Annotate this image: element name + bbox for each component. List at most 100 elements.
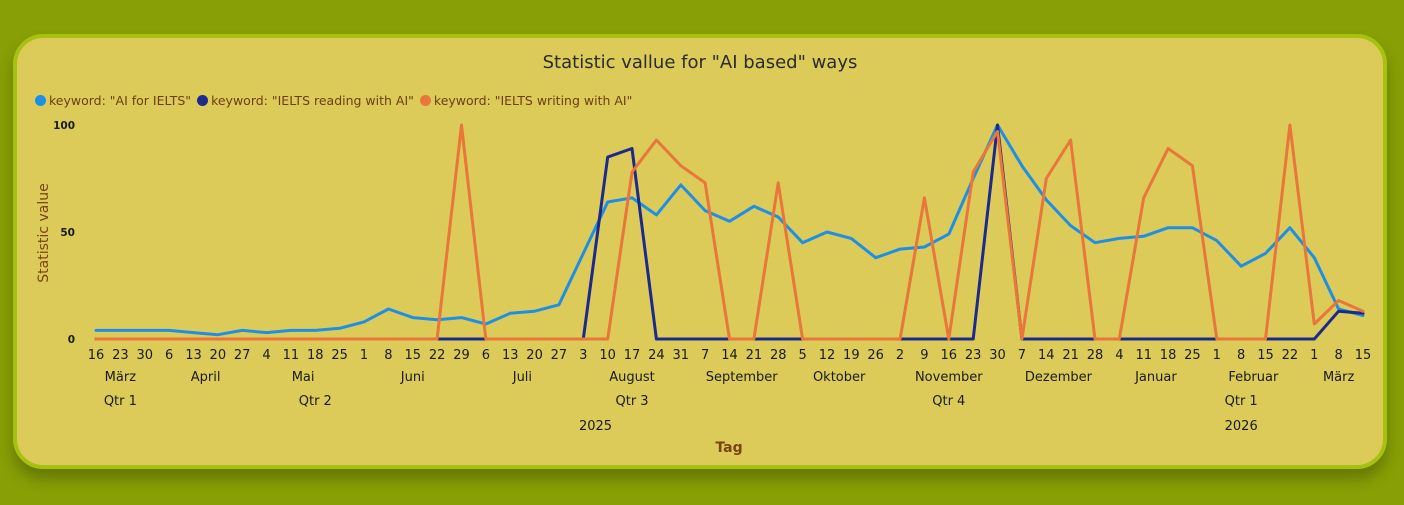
- x-tick-label: 7: [701, 348, 709, 363]
- x-tick-label: 13: [502, 348, 519, 363]
- x-quarter-label: Qtr 1: [1225, 394, 1258, 409]
- x-tick-label: 8: [1334, 348, 1342, 363]
- legend-label: keyword: "IELTS writing with AI": [433, 93, 633, 108]
- legend-label: keyword: "IELTS reading with AI": [211, 93, 414, 108]
- x-tick-label: 2: [896, 348, 904, 363]
- x-month-label: November: [915, 370, 983, 385]
- x-tick-label: 15: [1355, 348, 1372, 363]
- x-tick-label: 8: [384, 348, 392, 363]
- x-tick-label: 11: [283, 348, 300, 363]
- x-tick-label: 20: [526, 348, 543, 363]
- x-tick-label: 30: [989, 348, 1006, 363]
- y-tick-label: 100: [53, 120, 75, 132]
- x-quarter-label: Qtr 2: [299, 394, 332, 409]
- series-lines: [94, 123, 1365, 341]
- x-tick-label: 17: [624, 348, 641, 363]
- x-tick-label: 11: [1135, 348, 1152, 363]
- x-month-label: Februar: [1228, 370, 1279, 385]
- x-tick-label: 25: [1184, 348, 1201, 363]
- x-month-label: März: [1323, 370, 1355, 385]
- x-month-label: Oktober: [813, 370, 866, 385]
- x-month-label: Juni: [400, 370, 425, 385]
- legend-dot-icon: [35, 95, 46, 106]
- x-tick-label: 21: [746, 348, 763, 363]
- x-tick-label: 12: [819, 348, 836, 363]
- x-year-label: 2025: [579, 419, 612, 434]
- x-month-label: Mai: [292, 370, 315, 385]
- legend-item-ielts-reading[interactable]: keyword: "IELTS reading with AI": [197, 93, 414, 108]
- x-tick-label: 30: [136, 348, 153, 363]
- x-tick-label: 24: [648, 348, 665, 363]
- series-line-0[interactable]: [94, 123, 1365, 337]
- x-quarter-label: Qtr 3: [615, 394, 648, 409]
- x-month-label: August: [609, 370, 655, 385]
- chart-legend: keyword: "AI for IELTS" keyword: "IELTS …: [35, 93, 638, 108]
- x-tick-label: 28: [770, 348, 787, 363]
- x-month-label: April: [191, 370, 221, 385]
- y-tick-label: 0: [68, 334, 75, 346]
- x-tick-label: 22: [429, 348, 446, 363]
- legend-item-ielts-writing[interactable]: keyword: "IELTS writing with AI": [419, 93, 633, 108]
- x-tick-label: 3: [579, 348, 587, 363]
- x-quarter-label: Qtr 4: [932, 394, 965, 409]
- x-tick-label: 18: [307, 348, 324, 363]
- x-tick-label: 18: [1160, 348, 1177, 363]
- x-tick-label: 9: [920, 348, 928, 363]
- x-month-label: Januar: [1134, 370, 1177, 385]
- x-month-label: Juli: [512, 370, 532, 385]
- x-quarter-label: Qtr 1: [104, 394, 137, 409]
- y-axis-ticks: 0 50 100: [53, 120, 75, 346]
- x-month-label: Dezember: [1025, 370, 1093, 385]
- x-tick-label: 28: [1087, 348, 1104, 363]
- x-tick-label: 26: [867, 348, 884, 363]
- x-tick-label: 23: [112, 348, 129, 363]
- x-axis-month-labels: März April Mai Juni Juli August September Oktob…: [105, 370, 1355, 385]
- x-tick-label: 1: [1213, 348, 1221, 363]
- legend-label: keyword: "AI for IELTS": [49, 93, 192, 108]
- x-tick-label: 20: [210, 348, 227, 363]
- x-tick-label: 16: [941, 348, 958, 363]
- x-tick-label: 15: [404, 348, 421, 363]
- x-year-label: 2026: [1225, 419, 1258, 434]
- x-tick-label: 29: [453, 348, 470, 363]
- x-tick-label: 16: [88, 348, 105, 363]
- x-axis-day-labels: 16 23 30 6 13 20 27 4 11 18 25 1 8 15 22 29 6 13 20 27 3 10 17…: [88, 348, 1372, 363]
- x-tick-label: 4: [1115, 348, 1123, 363]
- x-tick-label: 25: [331, 348, 348, 363]
- x-tick-label: 19: [843, 348, 860, 363]
- x-tick-label: 31: [672, 348, 689, 363]
- x-tick-label: 5: [798, 348, 806, 363]
- x-tick-label: 10: [599, 348, 616, 363]
- x-tick-label: 21: [1062, 348, 1079, 363]
- x-tick-label: 1: [360, 348, 368, 363]
- x-tick-label: 27: [234, 348, 251, 363]
- legend-dot-icon: [197, 95, 209, 106]
- series-line-2[interactable]: [94, 123, 1365, 341]
- x-axis-title: Tag: [715, 440, 742, 456]
- x-tick-label: 4: [262, 348, 270, 363]
- chart-card: Statistic vallue for "AI based" ways key…: [13, 34, 1387, 469]
- x-tick-label: 1: [1310, 348, 1318, 363]
- legend-dot-icon: [419, 95, 431, 106]
- series-line-1[interactable]: [94, 123, 1365, 341]
- x-tick-label: 27: [551, 348, 568, 363]
- x-tick-label: 23: [965, 348, 982, 363]
- x-month-label: September: [706, 370, 779, 385]
- y-tick-label: 50: [60, 227, 75, 239]
- x-tick-label: 6: [482, 348, 490, 363]
- x-tick-label: 6: [165, 348, 173, 363]
- y-axis-title: Statistic value: [36, 183, 52, 282]
- x-tick-label: 7: [1018, 348, 1026, 363]
- x-axis-year-labels: 2025 2026: [579, 419, 1258, 434]
- x-tick-label: 14: [721, 348, 738, 363]
- x-tick-label: 8: [1237, 348, 1245, 363]
- x-month-label: März: [105, 370, 137, 385]
- x-tick-label: 14: [1038, 348, 1055, 363]
- legend-item-ai-for-ielts[interactable]: keyword: "AI for IELTS": [35, 93, 191, 108]
- x-tick-label: 13: [185, 348, 202, 363]
- x-tick-label: 15: [1257, 348, 1274, 363]
- chart-title: Statistic vallue for "AI based" ways: [542, 52, 858, 73]
- x-axis-quarter-labels: Qtr 1 Qtr 2 Qtr 3 Qtr 4 Qtr 1: [104, 394, 1258, 409]
- x-tick-label: 22: [1282, 348, 1299, 363]
